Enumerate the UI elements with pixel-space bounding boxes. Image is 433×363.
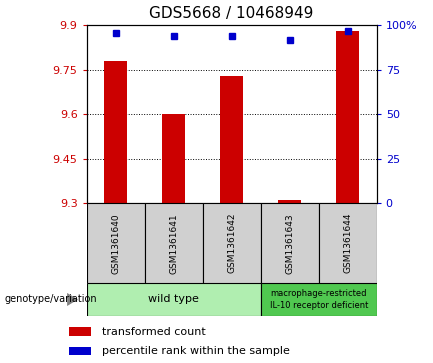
Bar — [203, 203, 261, 283]
Bar — [162, 114, 185, 203]
Text: wild type: wild type — [148, 294, 199, 305]
Bar — [87, 203, 145, 283]
Text: GSM1361642: GSM1361642 — [227, 213, 236, 273]
Bar — [278, 200, 301, 203]
Text: transformed count: transformed count — [102, 327, 206, 337]
Bar — [220, 76, 243, 203]
Title: GDS5668 / 10468949: GDS5668 / 10468949 — [149, 7, 314, 21]
Text: percentile rank within the sample: percentile rank within the sample — [102, 346, 290, 356]
Text: genotype/variation: genotype/variation — [4, 294, 97, 305]
Bar — [87, 283, 261, 316]
Bar — [261, 203, 319, 283]
Text: GSM1361644: GSM1361644 — [343, 213, 352, 273]
Bar — [336, 31, 359, 203]
Text: GSM1361641: GSM1361641 — [169, 213, 178, 274]
Text: GSM1361640: GSM1361640 — [111, 213, 120, 274]
Bar — [319, 203, 377, 283]
Bar — [104, 61, 127, 203]
Bar — [261, 283, 377, 316]
Bar — [145, 203, 203, 283]
Bar — [68, 347, 91, 355]
Text: macrophage-restricted
IL-10 receptor deficient: macrophage-restricted IL-10 receptor def… — [269, 289, 368, 310]
Text: GSM1361643: GSM1361643 — [285, 213, 294, 274]
Bar — [68, 327, 91, 336]
